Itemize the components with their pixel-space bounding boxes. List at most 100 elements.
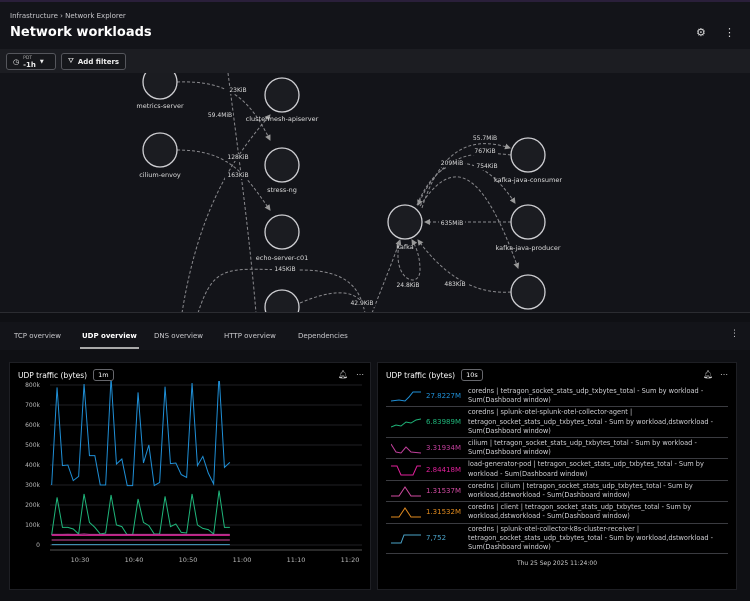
- legend-text: coredns | tetragon_socket_stats_udp_txby…: [468, 387, 704, 405]
- panel-header: UDP traffic (bytes) 10s: [386, 369, 483, 381]
- y-tick-label: 600k: [25, 422, 40, 429]
- add-filters-button[interactable]: ⛛ Add filters: [61, 53, 127, 70]
- node-bottom-node[interactable]: [264, 289, 300, 313]
- sparkline: [391, 486, 421, 497]
- clock-icon: ◷: [13, 57, 20, 66]
- legend-row[interactable]: 6.83989M coredns | splunk-otel-splunk-ote…: [386, 407, 728, 439]
- node-label: metrics-server: [136, 102, 184, 110]
- tab-dns-overview[interactable]: DNS overview: [154, 332, 204, 340]
- legend-text: coredns | client | tetragon_socket_stats…: [468, 503, 692, 521]
- node-clustermesh-apiserver[interactable]: [264, 77, 300, 113]
- sparkline: [391, 534, 421, 544]
- y-tick-label: 700k: [25, 402, 40, 409]
- node-kafka-java-consumer[interactable]: [510, 137, 546, 173]
- node-label: kafka-java-producer: [496, 244, 561, 252]
- node-label: kafka: [396, 243, 414, 251]
- edge-label: 635MiB: [441, 220, 463, 227]
- breadcrumb-network-explorer[interactable]: Network Explorer: [65, 12, 126, 20]
- sparkline: [391, 507, 421, 518]
- edge-label: 754KiB: [476, 163, 497, 170]
- breadcrumb-infrastructure[interactable]: Infrastructure: [10, 12, 58, 20]
- x-tick-label: 10:50: [179, 556, 198, 564]
- edge-label: 145KiB: [274, 266, 295, 273]
- edge-label: 209MiB: [441, 160, 463, 167]
- tab-bar: TCP overview UDP overview DNS overview H…: [0, 322, 750, 350]
- legend-row[interactable]: 7,752 coredns | splunk-otel-collector-k8s…: [386, 524, 728, 555]
- panel-title: UDP traffic (bytes): [386, 370, 456, 380]
- y-tick-label: 500k: [25, 442, 40, 449]
- tab-tcp-overview[interactable]: TCP overview: [14, 332, 61, 340]
- node-label: cilium-envoy: [139, 171, 181, 179]
- node-right-bottom-node[interactable]: [510, 274, 546, 310]
- line-chart[interactable]: 0 100k 200k 300k 400k 500k 600k 700k 800k 10:30 10…: [10, 381, 372, 591]
- x-tick-label: 11:00: [233, 556, 252, 564]
- sparkline: [391, 443, 421, 454]
- y-tick-label: 100k: [25, 522, 40, 529]
- sparkline: [391, 465, 421, 476]
- legend-value: 6.83989M: [426, 418, 461, 427]
- legend-text: coredns | splunk-otel-collector-k8s-clus…: [468, 524, 714, 552]
- legend-text: cilium | tetragon_socket_stats_udp_txbyt…: [468, 439, 697, 457]
- breadcrumb: Infrastructure › Network Explorer: [10, 12, 126, 20]
- legend-text: coredns | cilium | tetragon_socket_stats…: [468, 481, 693, 500]
- bell-icon[interactable]: 🔔︎: [703, 370, 714, 379]
- series-line-0: [51, 381, 231, 487]
- legend-value: 1.31532M: [426, 508, 461, 517]
- edge-label: 128KiB: [227, 154, 248, 161]
- node-echo-server-c01[interactable]: [264, 214, 300, 250]
- timezone: PDT: [23, 55, 33, 61]
- node-kafka[interactable]: [387, 204, 423, 240]
- page-header: Infrastructure › Network Explorer Networ…: [0, 0, 750, 49]
- node-stress-ng[interactable]: [264, 147, 300, 183]
- legend-row[interactable]: 1.31537M coredns | cilium | tetragon_sock…: [386, 481, 728, 503]
- gear-icon[interactable]: ⚙: [696, 26, 706, 39]
- resolution-badge: 10s: [461, 369, 483, 381]
- more-vertical-icon[interactable]: ⋮: [730, 329, 739, 339]
- node-kafka-java-producer[interactable]: [510, 204, 546, 240]
- y-tick-label: 0: [36, 542, 40, 549]
- legend-row[interactable]: 3.31934M cilium | tetragon_socket_stats_u…: [386, 438, 728, 460]
- legend-value: 3.31934M: [426, 444, 461, 453]
- edge-label: 163KiB: [227, 172, 248, 179]
- legend-value: 7,752: [426, 534, 447, 543]
- legend-value: 2.84418M: [426, 465, 461, 474]
- x-tick-label: 11:20: [341, 556, 360, 564]
- filter-icon: ⛛: [68, 57, 74, 65]
- edge-label: 23KiB: [229, 87, 246, 94]
- add-filters-label: Add filters: [77, 57, 120, 66]
- edge-label: 55.7MiB: [473, 135, 497, 142]
- y-tick-label: 200k: [25, 502, 40, 509]
- y-tick-label: 300k: [25, 482, 40, 489]
- legend-value: 27.8227M: [426, 392, 461, 401]
- toolbar: ◷ PDT -1h ▼ ⛛ Add filters: [0, 49, 750, 73]
- x-tick-label: 10:30: [71, 556, 90, 564]
- legend-value: 1.31537M: [426, 487, 461, 496]
- udp-traffic-legend-panel: UDP traffic (bytes) 10s 🔔︎ ⋯ 27.8227M cor…: [377, 362, 737, 590]
- node-label: kafka-java-consumer: [494, 176, 562, 184]
- tab-dependencies[interactable]: Dependencies: [298, 332, 348, 340]
- more-horizontal-icon[interactable]: ⋯: [356, 370, 364, 379]
- legend-row[interactable]: 1.31532M coredns | client | tetragon_sock…: [386, 502, 728, 524]
- more-horizontal-icon[interactable]: ⋯: [720, 370, 728, 379]
- panel-title: UDP traffic (bytes): [18, 370, 88, 380]
- legend-text: coredns | splunk-otel-splunk-otel-collec…: [468, 408, 714, 435]
- edge-label: 24.8KiB: [396, 282, 419, 289]
- node-metrics-server[interactable]: [142, 73, 178, 100]
- bell-icon[interactable]: 🔔︎: [338, 370, 349, 379]
- legend-list: 27.8227M coredns | tetragon_socket_stats_…: [386, 386, 728, 555]
- legend-row[interactable]: 2.84418M load-generator-pod | tetragon_so…: [386, 459, 728, 481]
- timestamp: Thu 25 Sep 2025 11:24:00: [516, 560, 598, 568]
- legend-row[interactable]: 27.8227M coredns | tetragon_socket_stats_…: [386, 386, 728, 408]
- panel-body: 27.8227M coredns | tetragon_socket_stats_…: [386, 386, 728, 567]
- x-tick-label: 11:10: [287, 556, 306, 564]
- tab-http-overview[interactable]: HTTP overview: [224, 332, 276, 340]
- network-graph[interactable]: metrics-server cilium-envoy clustermesh-ap…: [0, 73, 750, 313]
- page-title: Network workloads: [10, 25, 152, 40]
- caret-down-icon: ▼: [39, 58, 44, 65]
- tab-udp-overview[interactable]: UDP overview: [80, 332, 139, 349]
- time-range-picker[interactable]: ◷ PDT -1h ▼: [6, 53, 56, 70]
- edge-label: 767KiB: [474, 148, 495, 155]
- node-cilium-envoy[interactable]: [142, 132, 178, 168]
- edge-label: 42.9KiB: [350, 300, 373, 307]
- more-vertical-icon[interactable]: ⋮: [724, 26, 735, 39]
